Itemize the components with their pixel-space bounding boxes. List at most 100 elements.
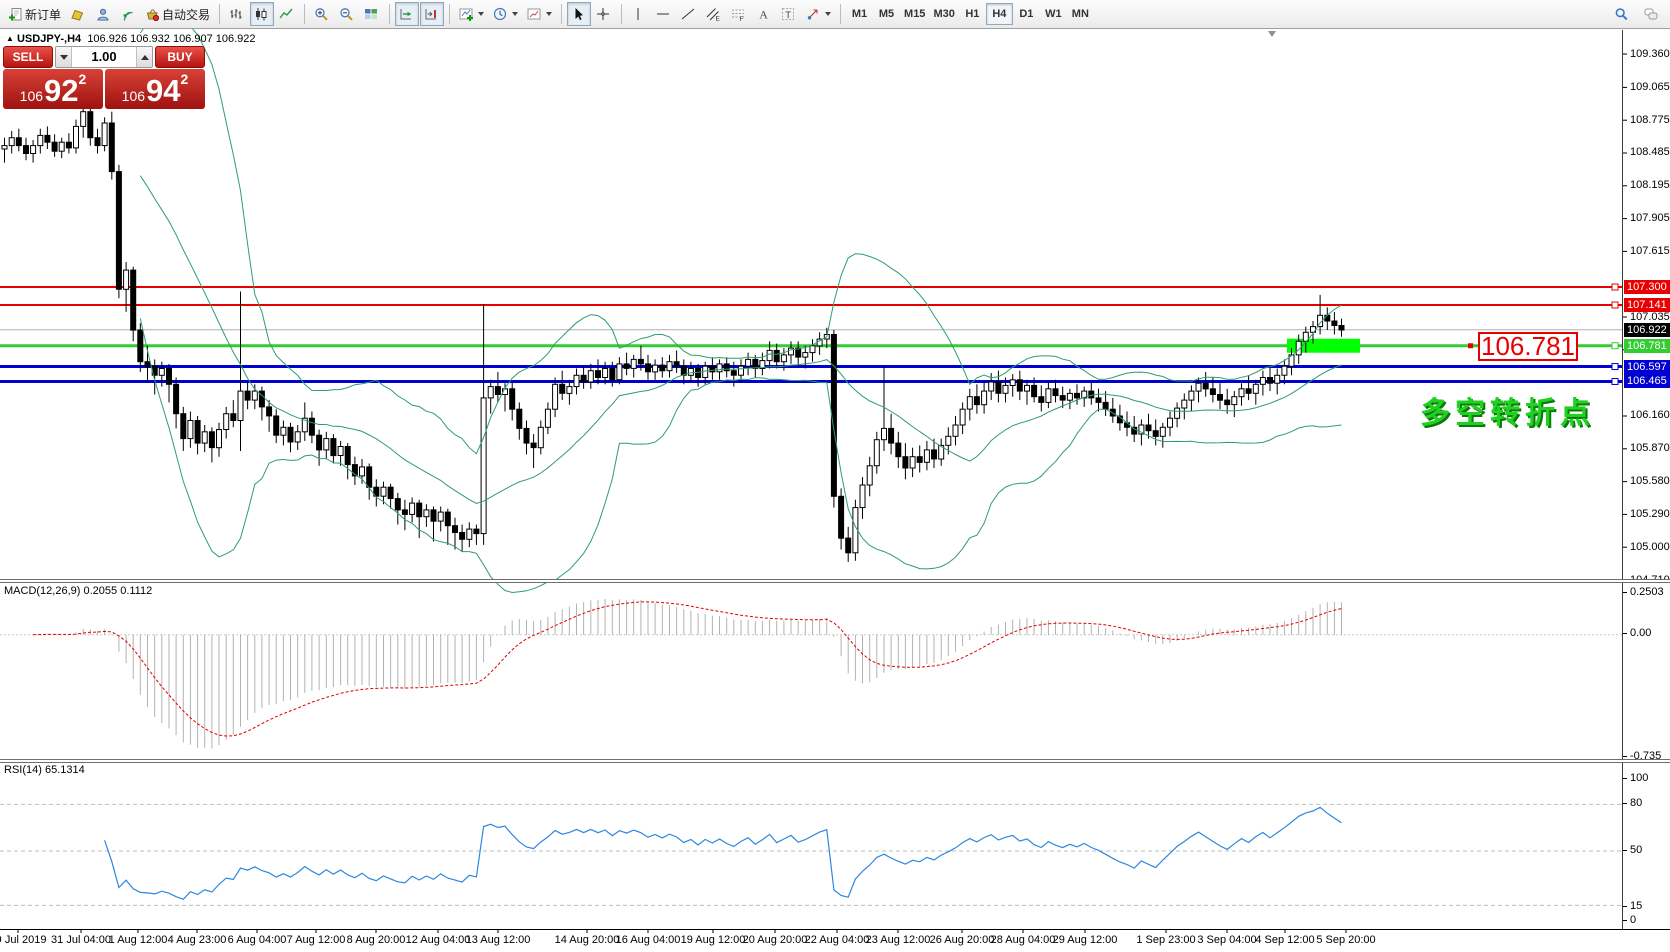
buy-price-handle: 106 [121, 88, 146, 104]
profile-icon [97, 8, 109, 21]
sell-price-button[interactable]: 106 92 2 [3, 69, 103, 109]
triangle-up-icon [140, 54, 149, 60]
bars-icon [230, 9, 242, 19]
toolbar-separator [219, 4, 221, 24]
candlestick-chart-button[interactable] [250, 2, 275, 26]
tiles-icon [365, 9, 378, 19]
chevron-down-icon [478, 12, 485, 16]
chevron-down-icon [512, 12, 519, 16]
auto-trading-button[interactable]: 自动交易 [141, 2, 214, 26]
price-callout-box[interactable]: 106.781 [1478, 332, 1578, 361]
cursor-button[interactable] [567, 2, 592, 26]
text-label-button[interactable]: T [777, 2, 801, 26]
arrows-button[interactable] [802, 2, 835, 26]
sell-price-fraction: 2 [78, 71, 87, 87]
timeframe-m5[interactable]: M5 [873, 3, 900, 25]
zoom-out-button[interactable] [335, 2, 359, 26]
volume-stepper: 1.00 [55, 46, 153, 68]
timeframe-mn[interactable]: MN [1067, 3, 1094, 25]
crosshair-icon [597, 8, 610, 20]
timeframe-w1[interactable]: W1 [1040, 3, 1067, 25]
sell-price-pips: 92 [44, 73, 79, 108]
svg-text:A: A [759, 8, 768, 22]
crosshair-button[interactable] [592, 2, 616, 26]
volume-increase-button[interactable] [136, 47, 152, 67]
svg-text:F: F [740, 16, 744, 21]
panel-splitter[interactable] [0, 579, 1670, 583]
profile-button[interactable] [91, 2, 115, 26]
chat-icon[interactable] [1640, 2, 1664, 26]
news-signal-button[interactable] [116, 2, 140, 26]
triangle-down-icon [59, 54, 68, 60]
bar-chart-button[interactable] [225, 2, 249, 26]
linechart-icon [279, 8, 293, 19]
candles-icon [256, 8, 267, 21]
trendline-button[interactable] [677, 2, 701, 26]
line-chart-button[interactable] [275, 2, 299, 26]
text-button[interactable]: A [752, 2, 776, 26]
new-order-icon [9, 8, 22, 21]
clock-icon [493, 7, 507, 21]
chartshift-icon [425, 9, 437, 20]
timeframe-d1[interactable]: D1 [1013, 3, 1040, 25]
chevron-down-icon [825, 12, 832, 16]
vertical-line-button[interactable] [627, 2, 651, 26]
textT-icon: T [782, 8, 795, 21]
zoom-in-button[interactable] [310, 2, 334, 26]
timeframe-m1[interactable]: M1 [846, 3, 873, 25]
tile-windows-button[interactable] [360, 2, 384, 26]
fibonacci-button[interactable]: F [727, 2, 751, 26]
toolbar-separator [389, 4, 391, 24]
sell-price-handle: 106 [19, 88, 44, 104]
toolbar-separator [304, 4, 306, 24]
panel-splitter[interactable] [0, 759, 1670, 763]
macd-panel[interactable] [0, 583, 1622, 759]
chart-window-button[interactable] [66, 2, 90, 26]
toolbar-separator [449, 4, 451, 24]
toolbar-separator [840, 4, 842, 24]
fibo-icon: F [732, 9, 745, 21]
one-click-trading-panel: SELL 1.00 BUY 106 92 2 106 94 2 [3, 46, 205, 109]
equidistant-channel-button[interactable]: E [702, 2, 726, 26]
buy-price-button[interactable]: 106 94 2 [105, 69, 205, 109]
shapes-icon [807, 9, 818, 20]
zoom-out-icon [340, 8, 353, 21]
main-toolbar: 新订单 自动交易 E F A T M1 M5 M15 M30 H1 H4 D1 W1 MN [0, 0, 1670, 29]
cursor-icon [575, 8, 584, 21]
tline-icon [681, 8, 695, 20]
chat-icon [1644, 8, 1658, 20]
svg-text:T: T [785, 10, 791, 21]
new-order-button[interactable]: 新订单 [4, 2, 65, 26]
buy-button[interactable]: BUY [155, 46, 205, 68]
chart-shift-button[interactable] [420, 2, 445, 26]
sell-button[interactable]: SELL [3, 46, 53, 68]
toolbar-buttons: 新订单 自动交易 E F A T [4, 2, 845, 26]
autotrade-icon [146, 9, 160, 21]
indicators-button[interactable] [455, 2, 488, 26]
periods-button[interactable] [489, 2, 522, 26]
timeframe-h1[interactable]: H1 [959, 3, 986, 25]
volume-value[interactable]: 1.00 [91, 49, 117, 64]
chevron-down-icon [546, 12, 553, 16]
auto-scroll-button[interactable] [395, 2, 420, 26]
timeframe-m15[interactable]: M15 [900, 3, 929, 25]
main-chart-panel[interactable] [0, 30, 1622, 579]
folder-icon [71, 9, 84, 21]
horizontal-line-button[interactable] [652, 2, 676, 26]
buy-price-fraction: 2 [180, 71, 189, 87]
chinese-annotation[interactable]: 多空转折点 [1420, 397, 1595, 430]
timeframe-h4[interactable]: H4 [985, 3, 1013, 25]
toolbar-separator [621, 4, 623, 24]
toolbar-right-icons [1610, 2, 1664, 26]
autoscroll-icon [400, 9, 412, 20]
templates-button[interactable] [523, 2, 556, 26]
timeframe-m30[interactable]: M30 [929, 3, 958, 25]
zoom-in-icon [315, 8, 328, 21]
rsi-panel[interactable] [0, 763, 1622, 929]
volume-decrease-button[interactable] [56, 47, 72, 67]
svg-text:E: E [716, 16, 721, 22]
template-icon [527, 8, 541, 20]
search-icon[interactable] [1610, 2, 1634, 26]
channel-icon: E [706, 8, 721, 22]
